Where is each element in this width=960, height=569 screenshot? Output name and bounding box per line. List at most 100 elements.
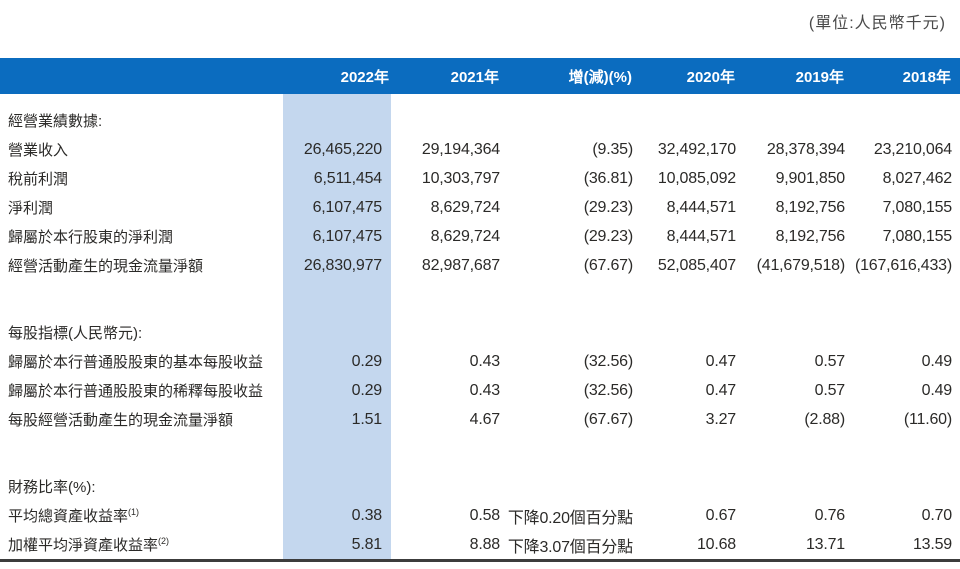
row-label: 營業收入 bbox=[8, 142, 69, 159]
section-header-row: 財務比率(%): bbox=[0, 472, 960, 501]
cell-2019: 8,192,756 bbox=[775, 227, 846, 245]
cell-2018: (11.60) bbox=[903, 410, 952, 428]
row-label: 歸屬於本行普通股股東的基本每股收益 bbox=[8, 354, 264, 371]
row-label: 加權平均淨資產收益率(2) bbox=[8, 536, 170, 555]
cell-2018: 0.49 bbox=[921, 381, 953, 399]
cell-change-pct: (36.81) bbox=[583, 169, 633, 187]
highlight-band-2022-column bbox=[283, 94, 391, 559]
cell-2021: 8,629,724 bbox=[430, 198, 501, 216]
cell-2019: 9,901,850 bbox=[775, 169, 846, 187]
cell-2018: 23,210,064 bbox=[873, 140, 952, 158]
row-label: 經營活動產生的現金流量淨額 bbox=[8, 258, 204, 275]
row-label: 歸屬於本行普通股股東的稀釋每股收益 bbox=[8, 383, 264, 400]
cell-change-pct: (67.67) bbox=[583, 410, 633, 428]
column-header-2018: 2018年 bbox=[902, 68, 951, 86]
cell-2019: 28,378,394 bbox=[766, 140, 845, 158]
table-header-row: 2022年 2021年 增(減)(%) 2020年 2019年 2018年 bbox=[0, 58, 960, 94]
row-label: 每股經營活動產生的現金流量淨額 bbox=[8, 412, 234, 429]
cell-2020: 8,444,571 bbox=[666, 198, 737, 216]
cell-2018: 7,080,155 bbox=[882, 227, 953, 245]
cell-change-pct: (9.35) bbox=[592, 140, 633, 158]
table-row: 營業收入 26,465,220 29,194,364 (9.35) 32,492… bbox=[0, 135, 960, 164]
cell-2019: 13.71 bbox=[805, 535, 845, 553]
cell-2022: 6,107,475 bbox=[312, 227, 383, 245]
cell-2020: 0.47 bbox=[705, 381, 737, 399]
table-row: 平均總資產收益率(1) 0.38 0.58 下降0.20個百分點 0.67 0.… bbox=[0, 501, 960, 530]
column-header-change-pct: 增(減)(%) bbox=[568, 68, 632, 86]
row-label-footnote: (2) bbox=[158, 536, 170, 546]
row-label: 稅前利潤 bbox=[8, 171, 69, 188]
cell-2019: (41,679,518) bbox=[756, 256, 846, 274]
column-header-2019: 2019年 bbox=[795, 68, 844, 86]
cell-2020: 0.47 bbox=[705, 352, 737, 370]
cell-2022: 26,465,220 bbox=[303, 140, 382, 158]
row-label: 淨利潤 bbox=[8, 200, 54, 217]
table-body: 經營業績數據: 營業收入 26,465,220 29,194,364 (9.35… bbox=[0, 94, 960, 559]
cell-change-pct: (67.67) bbox=[583, 256, 633, 274]
section-spacer bbox=[0, 434, 960, 472]
cell-2022: 0.29 bbox=[351, 381, 383, 399]
cell-change-pct: 下降0.20個百分點 bbox=[507, 509, 633, 527]
cell-2021: 10,303,797 bbox=[421, 169, 500, 187]
cell-change-pct: (32.56) bbox=[583, 352, 633, 370]
cell-2020: 10.68 bbox=[696, 535, 736, 553]
table-row: 淨利潤 6,107,475 8,629,724 (29.23) 8,444,57… bbox=[0, 193, 960, 222]
section-header-row: 經營業績數據: bbox=[0, 106, 960, 135]
column-header-2021: 2021年 bbox=[450, 68, 499, 86]
cell-2019: (2.88) bbox=[804, 410, 845, 428]
cell-2021: 4.67 bbox=[469, 410, 501, 428]
table-row: 經營活動產生的現金流量淨額 26,830,977 82,987,687 (67.… bbox=[0, 251, 960, 280]
cell-2022: 1.51 bbox=[351, 410, 383, 428]
cell-change-pct: (29.23) bbox=[583, 198, 633, 216]
financial-summary-table: 2022年 2021年 增(減)(%) 2020年 2019年 2018年 經營… bbox=[0, 58, 960, 562]
cell-change-pct: 下降3.07個百分點 bbox=[507, 538, 633, 556]
cell-2018: 7,080,155 bbox=[882, 198, 953, 216]
table-row: 稅前利潤 6,511,454 10,303,797 (36.81) 10,085… bbox=[0, 164, 960, 193]
table-row: 歸屬於本行股東的淨利潤 6,107,475 8,629,724 (29.23) … bbox=[0, 222, 960, 251]
cell-2020: 52,085,407 bbox=[657, 256, 736, 274]
cell-2021: 8,629,724 bbox=[430, 227, 501, 245]
cell-2018: 0.70 bbox=[921, 506, 953, 524]
cell-2020: 0.67 bbox=[705, 506, 737, 524]
table-row: 加權平均淨資產收益率(2) 5.81 8.88 下降3.07個百分點 10.68… bbox=[0, 530, 960, 559]
cell-2019: 0.76 bbox=[814, 506, 846, 524]
table-row: 每股經營活動產生的現金流量淨額 1.51 4.67 (67.67) 3.27 (… bbox=[0, 405, 960, 434]
cell-2022: 6,511,454 bbox=[313, 169, 382, 187]
row-label: 每股指標(人民幣元): bbox=[8, 325, 143, 342]
column-header-2022: 2022年 bbox=[340, 68, 389, 86]
cell-2020: 3.27 bbox=[705, 410, 737, 428]
cell-2022: 6,107,475 bbox=[312, 198, 383, 216]
cell-change-pct: (32.56) bbox=[583, 381, 633, 399]
cell-2021: 0.43 bbox=[469, 352, 501, 370]
row-label: 歸屬於本行股東的淨利潤 bbox=[8, 229, 174, 246]
section-spacer bbox=[0, 280, 960, 318]
cell-2018: 8,027,462 bbox=[882, 169, 953, 187]
cell-2022: 0.29 bbox=[351, 352, 383, 370]
cell-2020: 32,492,170 bbox=[657, 140, 736, 158]
section-header-row: 每股指標(人民幣元): bbox=[0, 318, 960, 347]
cell-2020: 8,444,571 bbox=[666, 227, 737, 245]
row-label: 經營業績數據: bbox=[8, 113, 103, 130]
cell-2018: 0.49 bbox=[921, 352, 953, 370]
cell-2021: 8.88 bbox=[469, 535, 501, 553]
cell-change-pct: (29.23) bbox=[583, 227, 633, 245]
cell-2019: 0.57 bbox=[814, 381, 846, 399]
table-row: 歸屬於本行普通股股東的基本每股收益 0.29 0.43 (32.56) 0.47… bbox=[0, 347, 960, 376]
cell-2020: 10,085,092 bbox=[657, 169, 736, 187]
table-row: 歸屬於本行普通股股東的稀釋每股收益 0.29 0.43 (32.56) 0.47… bbox=[0, 376, 960, 405]
row-label: 平均總資產收益率(1) bbox=[8, 507, 140, 526]
cell-2019: 8,192,756 bbox=[775, 198, 846, 216]
cell-2021: 0.58 bbox=[469, 506, 501, 524]
cell-2021: 0.43 bbox=[469, 381, 501, 399]
cell-2022: 0.38 bbox=[351, 506, 383, 524]
cell-2018: 13.59 bbox=[912, 535, 952, 553]
cell-2022: 26,830,977 bbox=[303, 256, 382, 274]
cell-2018: (167,616,433) bbox=[854, 256, 952, 274]
row-label-footnote: (1) bbox=[128, 507, 140, 517]
cell-2021: 29,194,364 bbox=[421, 140, 500, 158]
unit-note: (單位:人民幣千元) bbox=[808, 15, 946, 32]
row-label: 財務比率(%): bbox=[8, 479, 96, 496]
cell-2021: 82,987,687 bbox=[421, 256, 500, 274]
cell-2019: 0.57 bbox=[814, 352, 846, 370]
